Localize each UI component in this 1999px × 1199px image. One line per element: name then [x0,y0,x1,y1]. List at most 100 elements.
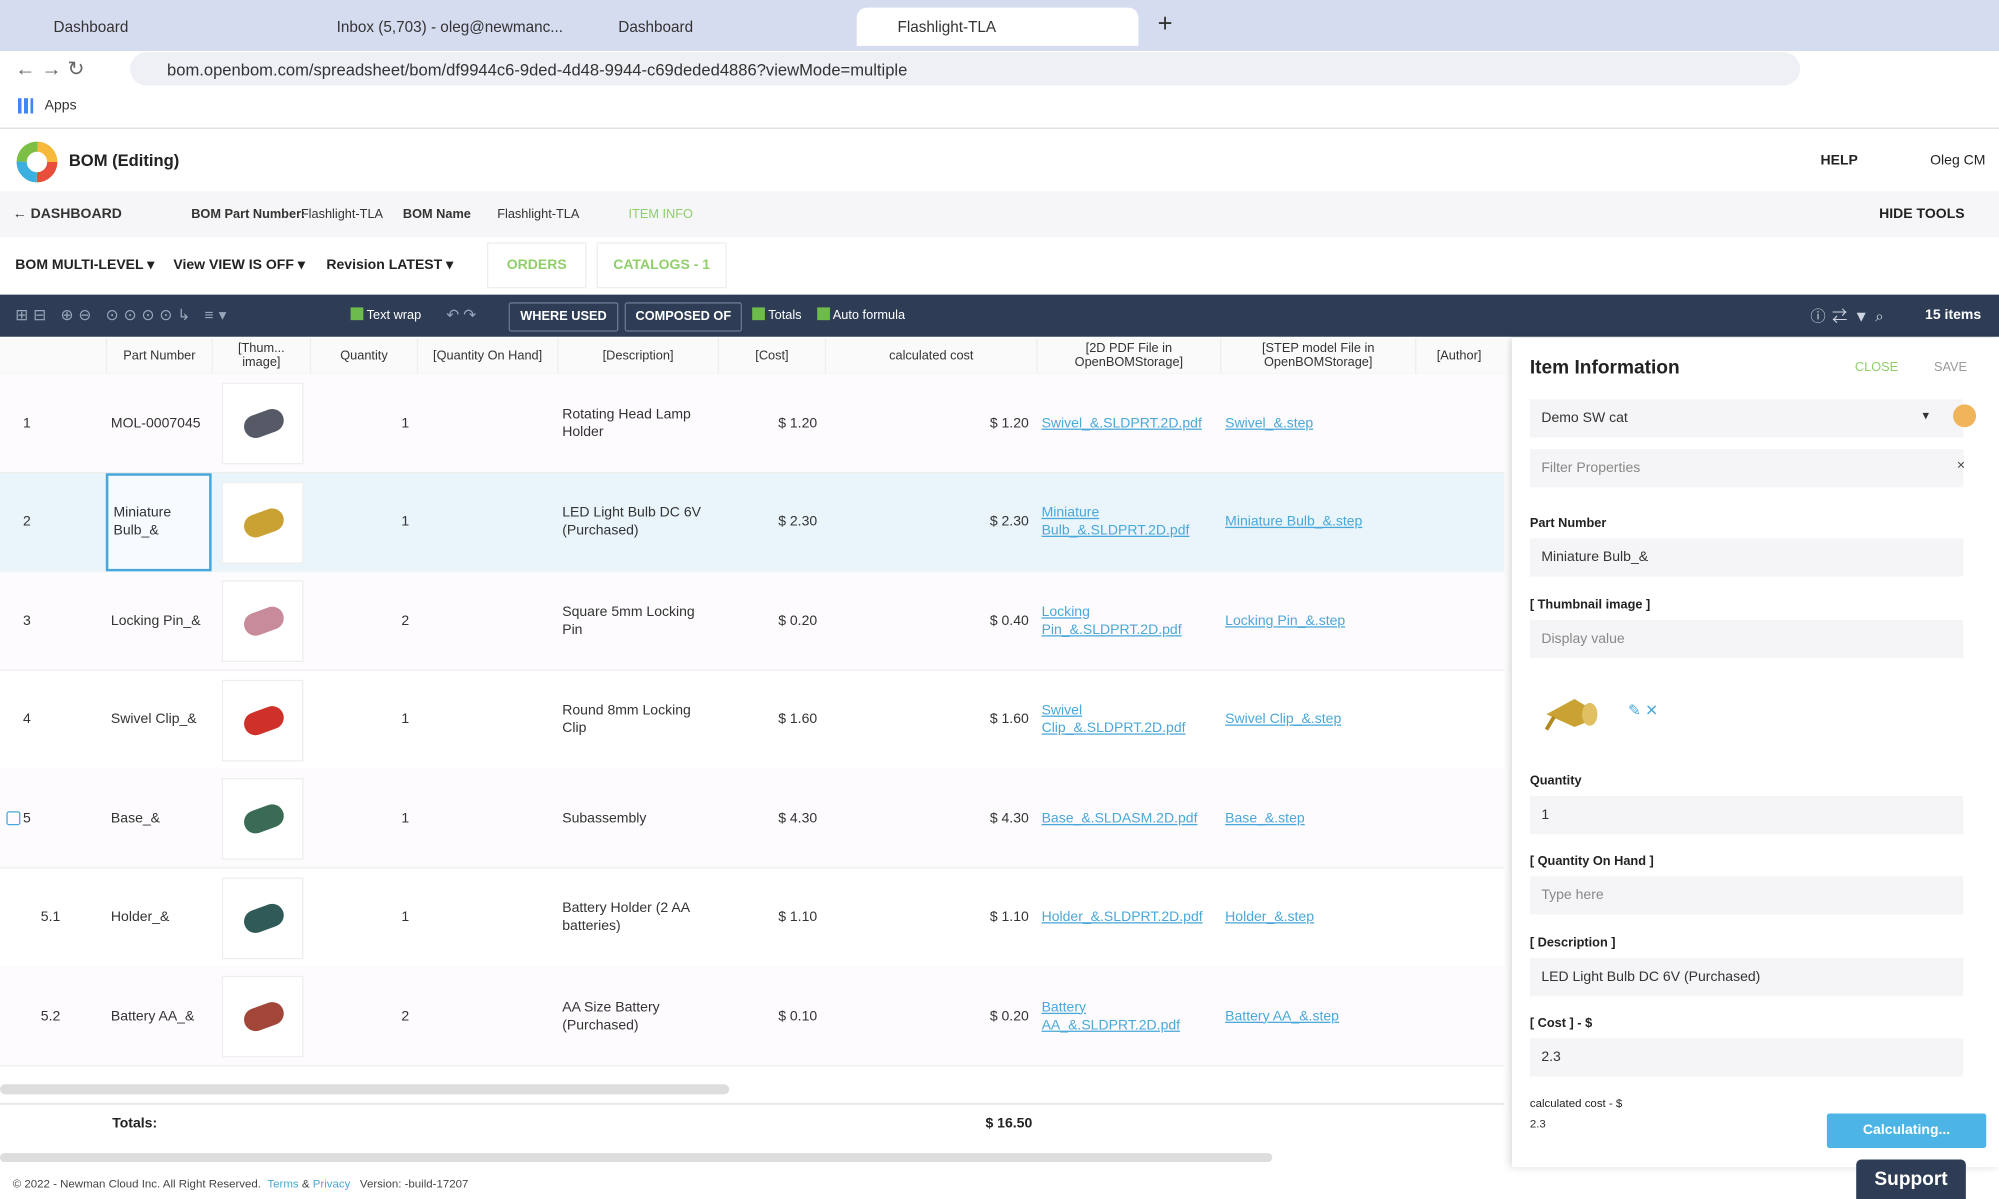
field-input[interactable]: 2.3 [1529,1038,1964,1077]
column-header: [STEP model File in OpenBOMStorage] [1220,338,1415,374]
checkbox[interactable]: Auto formula [817,307,905,323]
cell-qty: 1 [401,415,410,431]
new-tab[interactable]: + [1157,10,1173,39]
save-button[interactable]: SAVE [1933,360,1968,376]
hide-tools[interactable]: HIDE TOOLS [1879,206,1965,222]
undo-redo[interactable]: ↶ ↷ [446,306,477,324]
tool-icons[interactable]: ⊞⊟ ⊕⊖ ⊙⊙⊙⊙↳ ≡▾ [15,306,232,324]
tab[interactable]: Dashboard [53,17,129,36]
label[interactable]: BOM Name [402,207,471,222]
button[interactable]: COMPOSED OF [624,302,742,332]
right-icons[interactable]: ⓘ⇄▼⌕ [1810,307,1891,326]
close-button[interactable]: CLOSE [1854,360,1899,376]
catalogs-tab[interactable]: CATALOGS - 1 [596,242,727,289]
cell-step[interactable]: Holder_&.step [1225,909,1315,925]
column-header: [Quantity On Hand] [416,338,557,374]
collapse-toggle[interactable] [6,811,21,826]
cell-pdf[interactable]: Base_&.SLDASM.2D.pdf [1041,810,1198,826]
cell-step[interactable]: Battery AA_&.step [1225,1008,1339,1024]
cell-cost: $ 1.60 [778,711,818,728]
t: View [173,257,206,273]
clear-filter[interactable]: × [1956,457,1966,474]
cell-part[interactable]: Holder_& [110,909,170,925]
url[interactable]: bom.openbom.com/spreadsheet/bom/df9944c6… [167,59,908,80]
column-header: [Cost] [717,338,825,374]
help-menu[interactable]: HELP [1820,153,1858,169]
cell-pdf[interactable]: Locking Pin_&.SLDPRT.2D.pdf [1041,603,1182,638]
cell-part[interactable]: Locking Pin_& [110,612,201,629]
tab-active[interactable]: Flashlight-TLA [856,7,1139,46]
total: $ 16.50 [985,1116,1033,1132]
panel-title: Item Information [1529,357,1680,379]
privacy-link[interactable]: Privacy [312,1177,351,1191]
cell-pdf[interactable]: Swivel Clip_&.SLDPRT.2D.pdf [1041,702,1186,736]
label[interactable]: BOM MULTI-LEVEL ▾ [15,257,155,273]
field-input[interactable]: LED Light Bulb DC 6V (Purchased) [1529,957,1964,997]
cell-pdf[interactable]: Swivel_&.SLDPRT.2D.pdf [1041,415,1202,431]
user-menu[interactable]: Oleg CM [1930,153,1986,169]
thumbnail-actions[interactable]: ✎ ✕ [1628,701,1658,720]
item-info-tab[interactable]: ITEM INFO [628,207,693,222]
button[interactable]: WHERE USED [508,302,619,332]
value: Flashlight-TLA [300,207,384,222]
cell-desc: LED Light Bulb DC 6V (Purchased) [562,505,701,539]
checkbox[interactable]: Totals [752,307,802,323]
cell-num: 3 [22,612,31,629]
cell-step[interactable]: Swivel_&.step [1225,415,1314,431]
column-header: Quantity [309,338,417,374]
amp: & [301,1177,310,1191]
label[interactable]: Revision LATEST ▾ [326,257,454,273]
cell-desc: Square 5mm Locking Pin [562,603,695,638]
tab[interactable]: Inbox (5,703) - oleg@newmanc... [336,17,563,36]
dashboard-link[interactable]: ← DASHBOARD [12,206,122,222]
cell-qty: 2 [401,612,410,629]
cell-step[interactable]: Locking Pin_&.step [1225,612,1346,629]
cell-part[interactable]: Swivel Clip_& [110,711,197,728]
cell-desc: Battery Holder (2 AA batteries) [562,900,690,934]
field-input[interactable]: Miniature Bulb_& [1529,538,1964,577]
terms-link[interactable]: Terms [267,1177,299,1191]
cell-part[interactable]: Battery AA_& [110,1008,195,1024]
tab[interactable]: Dashboard [618,17,694,36]
cell-part[interactable]: Base_& [110,810,161,826]
cell-step[interactable]: Swivel Clip_&.step [1225,711,1342,728]
apps-icon [17,98,34,114]
cell-qty: 1 [401,514,410,530]
cell-num: 5 [22,810,31,826]
catalog-select[interactable]: Demo SW cat [1529,399,1964,438]
address-bar[interactable] [130,52,1801,86]
field-input[interactable]: Type here [1529,876,1964,915]
cell-calc: $ 1.60 [989,711,1029,728]
field-label: Part Number [1529,516,1607,531]
dropdown-arrow[interactable]: ▾ [1922,409,1929,424]
scrollbar[interactable] [0,1153,1273,1163]
cell-num: 5.2 [40,1008,61,1024]
avatar[interactable] [1953,404,1977,428]
field-value: 2.3 [1529,1117,1546,1131]
t: BOM [15,257,49,273]
dashboard-text[interactable]: DASHBOARD [30,206,122,222]
filter-input[interactable]: Filter Properties [1529,448,1964,488]
cell-desc: Subassembly [562,810,647,826]
scrollbar[interactable] [0,1084,730,1095]
cell-part[interactable]: Miniature Bulb_& [105,472,212,571]
checkbox[interactable]: Text wrap [350,307,421,323]
nav-buttons[interactable]: ← → ↻ [15,58,85,81]
field-input[interactable]: Display value [1529,619,1964,659]
orders-tab[interactable]: ORDERS [487,242,587,289]
field-input[interactable]: 1 [1529,795,1964,835]
label[interactable]: View VIEW IS OFF ▾ [173,257,305,273]
cell-part[interactable]: MOL-0007045 [110,415,201,431]
cell-pdf[interactable]: Battery AA_&.SLDPRT.2D.pdf [1041,999,1181,1033]
cell-desc: AA Size Battery (Purchased) [562,999,660,1033]
support-button[interactable]: Support [1856,1159,1966,1199]
t: Totals [768,308,802,323]
cell-step[interactable]: Base_&.step [1225,810,1305,826]
cell-step[interactable]: Miniature Bulb_&.step [1225,514,1363,530]
bookmark[interactable]: Apps [44,98,77,114]
cell-calc: $ 0.40 [989,612,1029,629]
cell-pdf[interactable]: Miniature Bulb_&.SLDPRT.2D.pdf [1041,505,1190,539]
calculating-toast[interactable]: Calculating... [1826,1113,1987,1148]
cell-qty: 2 [401,1008,410,1024]
cell-pdf[interactable]: Holder_&.SLDPRT.2D.pdf [1041,909,1203,925]
